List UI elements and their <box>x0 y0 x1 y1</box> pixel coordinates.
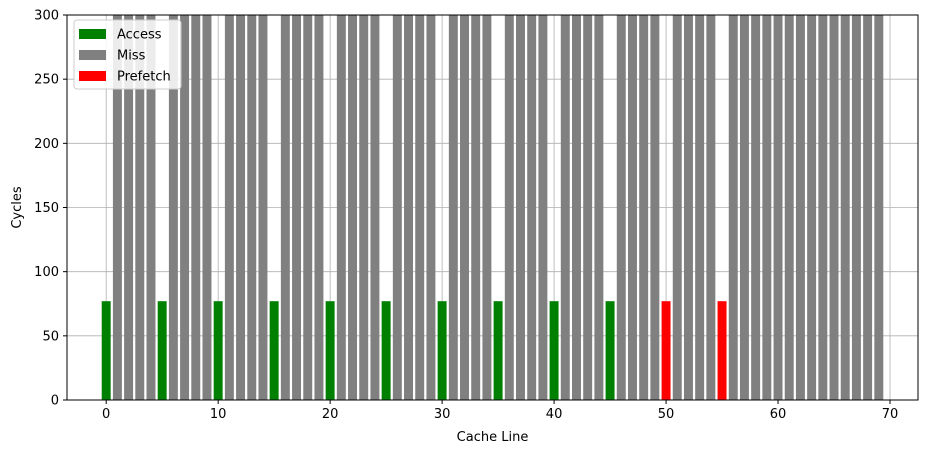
bar-access-40 <box>549 301 559 400</box>
bar-miss-44 <box>594 15 604 400</box>
bar-access-35 <box>493 301 503 400</box>
bar-miss-48 <box>639 15 649 400</box>
bar-access-5 <box>157 301 167 400</box>
y-tick-label: 200 <box>34 137 59 152</box>
bar-miss-59 <box>762 15 772 400</box>
bar-access-25 <box>381 301 391 400</box>
legend-label-access: Access <box>117 28 162 43</box>
bar-miss-63 <box>807 15 817 400</box>
bar-access-20 <box>325 301 335 400</box>
bar-miss-32 <box>460 15 469 400</box>
y-tick-label: 150 <box>34 201 59 216</box>
legend-swatch-prefetch <box>79 71 106 81</box>
bar-miss-7 <box>180 15 190 400</box>
legend-swatch-miss <box>79 50 106 60</box>
bar-access-0 <box>101 301 111 400</box>
bar-miss-57 <box>739 15 749 400</box>
bar-miss-28 <box>415 15 425 400</box>
bar-access-45 <box>605 301 615 400</box>
bar-miss-19 <box>314 15 324 400</box>
bar-miss-26 <box>392 15 402 400</box>
bar-miss-23 <box>359 15 369 400</box>
axis-ticks: 0 10 20 30 40 50 60 70 0 50 100 150 200 250 300 <box>34 9 898 423</box>
bar-miss-18 <box>303 15 313 400</box>
legend: Access Miss Prefetch <box>73 19 182 90</box>
bar-access-15 <box>269 301 279 400</box>
bar-miss-17 <box>292 15 302 400</box>
bar-access-30 <box>437 301 447 400</box>
bar-miss-65 <box>829 15 839 400</box>
y-tick-label: 0 <box>51 394 59 409</box>
bar-miss-27 <box>404 15 413 400</box>
x-tick-label: 70 <box>882 407 899 422</box>
bar-miss-3 <box>135 15 145 400</box>
bar-miss-31 <box>448 15 458 400</box>
bar-miss-62 <box>795 15 805 400</box>
bar-miss-22 <box>348 15 358 400</box>
y-tick-label: 50 <box>42 329 59 344</box>
bar-miss-12 <box>236 15 246 400</box>
y-tick-label: 100 <box>34 265 59 280</box>
bar-miss-6 <box>168 15 178 400</box>
bar-miss-60 <box>773 15 783 400</box>
x-tick-label: 50 <box>658 407 675 422</box>
bar-prefetch-50 <box>661 301 671 400</box>
bar-access-10 <box>213 301 223 400</box>
bar-miss-34 <box>482 15 492 400</box>
bar-miss-8 <box>191 15 201 400</box>
bar-miss-67 <box>851 15 861 400</box>
bar-miss-41 <box>560 15 570 400</box>
y-tick-label: 300 <box>34 9 59 24</box>
bars <box>101 15 884 400</box>
legend-swatch-access <box>79 29 106 39</box>
bar-prefetch-55 <box>717 301 727 400</box>
bar-miss-16 <box>280 15 290 400</box>
bar-miss-46 <box>616 15 626 400</box>
x-tick-label: 10 <box>210 407 227 422</box>
x-tick-label: 20 <box>322 407 339 422</box>
bar-miss-14 <box>258 15 268 400</box>
bar-miss-53 <box>695 15 705 400</box>
bar-miss-64 <box>818 15 828 400</box>
bar-miss-38 <box>527 15 537 400</box>
bar-miss-2 <box>124 15 134 400</box>
bar-miss-24 <box>370 15 380 400</box>
bar-miss-37 <box>516 15 525 400</box>
bar-miss-52 <box>683 15 693 400</box>
bar-miss-4 <box>146 15 156 400</box>
bar-miss-42 <box>572 15 581 400</box>
bar-miss-47 <box>627 15 637 400</box>
bar-miss-69 <box>874 15 884 400</box>
bar-miss-9 <box>202 15 212 400</box>
bar-miss-13 <box>247 15 257 400</box>
legend-label-miss: Miss <box>117 49 146 64</box>
x-tick-label: 30 <box>434 407 451 422</box>
bar-miss-51 <box>672 15 682 400</box>
bar-miss-49 <box>650 15 660 400</box>
bar-miss-21 <box>336 15 346 400</box>
bar-miss-54 <box>706 15 716 400</box>
bar-miss-36 <box>504 15 514 400</box>
bar-miss-56 <box>728 15 738 400</box>
bar-miss-58 <box>751 15 761 400</box>
x-tick-label: 40 <box>546 407 563 422</box>
bar-miss-61 <box>784 15 794 400</box>
x-tick-label: 0 <box>102 407 110 422</box>
bar-miss-11 <box>224 15 234 400</box>
y-axis-title: Cycles <box>10 186 25 229</box>
bar-miss-68 <box>863 15 873 400</box>
y-tick-label: 250 <box>34 73 59 88</box>
bar-miss-29 <box>426 15 436 400</box>
x-axis-title: Cache Line <box>457 430 529 445</box>
bar-miss-66 <box>840 15 850 400</box>
bar-miss-43 <box>583 15 593 400</box>
bar-miss-39 <box>538 15 548 400</box>
x-tick-label: 60 <box>770 407 787 422</box>
bar-miss-1 <box>112 15 122 400</box>
legend-label-prefetch: Prefetch <box>117 70 171 85</box>
bar-miss-33 <box>471 15 481 400</box>
